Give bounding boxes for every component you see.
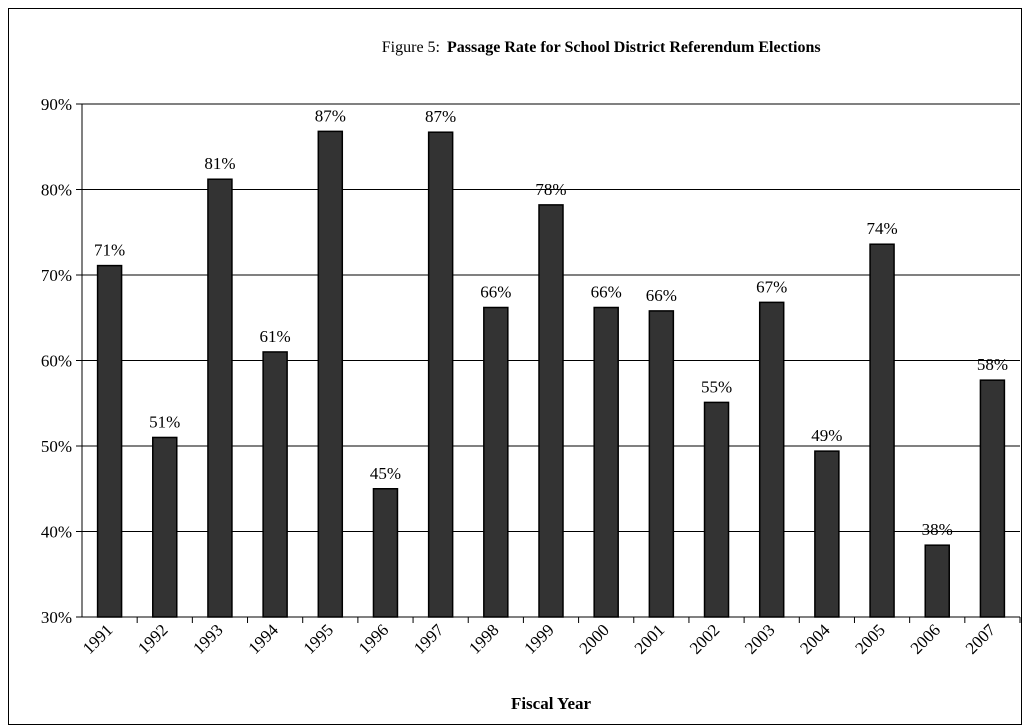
value-label: 71% bbox=[94, 241, 125, 260]
y-tick-label: 90% bbox=[41, 95, 72, 114]
value-label: 74% bbox=[866, 219, 897, 238]
bar bbox=[427, 131, 454, 618]
value-label: 51% bbox=[149, 412, 180, 431]
bar bbox=[924, 544, 950, 618]
chart-title: Passage Rate for School District Referen… bbox=[447, 39, 821, 56]
bar bbox=[758, 301, 785, 618]
value-label: 67% bbox=[756, 277, 787, 296]
bar bbox=[814, 450, 840, 618]
y-tick-label: 50% bbox=[41, 437, 72, 456]
value-label: 55% bbox=[701, 377, 732, 396]
value-label: 87% bbox=[425, 107, 456, 126]
value-label: 61% bbox=[260, 327, 291, 346]
value-label: 81% bbox=[204, 154, 235, 173]
bar bbox=[152, 436, 178, 618]
value-label: 66% bbox=[591, 282, 622, 301]
bar bbox=[538, 204, 564, 618]
x-axis-title: Fiscal Year bbox=[511, 694, 592, 713]
bar bbox=[96, 264, 123, 618]
value-label: 45% bbox=[370, 464, 401, 483]
bar bbox=[317, 130, 344, 618]
value-label: 58% bbox=[977, 355, 1008, 374]
value-label: 49% bbox=[811, 426, 842, 445]
y-tick-label: 70% bbox=[41, 266, 72, 285]
bar bbox=[372, 488, 399, 618]
bar bbox=[593, 306, 619, 618]
y-tick-label: 40% bbox=[41, 523, 72, 542]
bar bbox=[869, 243, 895, 618]
bar bbox=[262, 351, 288, 618]
value-label: 87% bbox=[315, 106, 346, 125]
bar bbox=[483, 306, 509, 618]
y-tick-label: 30% bbox=[41, 608, 72, 627]
value-label: 38% bbox=[922, 520, 953, 539]
value-label: 66% bbox=[646, 286, 677, 305]
bar bbox=[207, 178, 233, 618]
y-tick-label: 80% bbox=[41, 181, 72, 200]
value-label: 78% bbox=[535, 180, 566, 199]
bar bbox=[979, 379, 1006, 618]
bar bbox=[703, 401, 730, 618]
value-label: 66% bbox=[480, 282, 511, 301]
y-tick-label: 60% bbox=[41, 352, 72, 371]
figure-label: Figure 5: bbox=[382, 39, 440, 56]
bar bbox=[648, 310, 675, 618]
